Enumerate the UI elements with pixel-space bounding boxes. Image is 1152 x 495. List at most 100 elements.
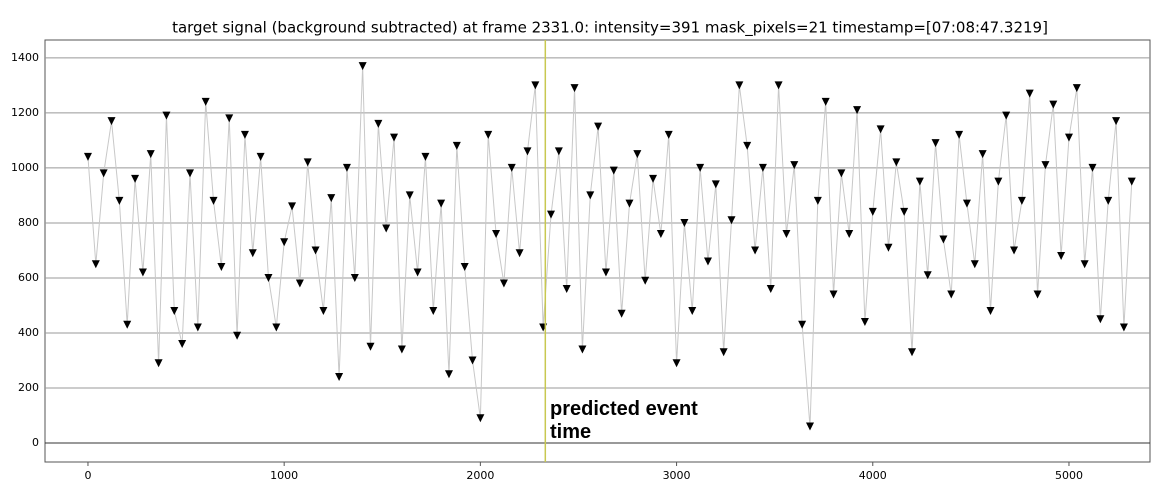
marker bbox=[601, 268, 610, 277]
marker bbox=[342, 163, 351, 172]
marker bbox=[1033, 290, 1042, 299]
marker bbox=[751, 246, 760, 255]
marker bbox=[947, 290, 956, 299]
marker bbox=[295, 279, 304, 288]
x-tick-label: 1000 bbox=[270, 469, 298, 482]
marker bbox=[774, 81, 783, 90]
marker bbox=[939, 235, 948, 244]
marker bbox=[625, 199, 634, 208]
marker bbox=[845, 229, 854, 238]
marker bbox=[476, 414, 485, 423]
marker bbox=[680, 218, 689, 227]
marker bbox=[185, 169, 194, 178]
marker bbox=[633, 150, 642, 159]
marker bbox=[1127, 177, 1136, 186]
marker bbox=[335, 372, 344, 381]
marker bbox=[131, 174, 140, 183]
marker bbox=[829, 290, 838, 299]
x-tick-label: 2000 bbox=[466, 469, 494, 482]
marker bbox=[955, 130, 964, 139]
marker bbox=[649, 174, 658, 183]
marker bbox=[99, 169, 108, 178]
signal-line bbox=[87, 66, 1133, 427]
marker bbox=[272, 323, 281, 332]
marker bbox=[923, 271, 932, 280]
marker bbox=[876, 125, 885, 134]
marker bbox=[484, 130, 493, 139]
marker bbox=[170, 306, 179, 315]
marker bbox=[1025, 89, 1034, 98]
y-tick-label: 800 bbox=[18, 216, 39, 229]
marker bbox=[162, 111, 171, 120]
plot-frame bbox=[44, 39, 1151, 463]
marker bbox=[256, 152, 265, 161]
x-tick-label: 5000 bbox=[1055, 469, 1083, 482]
marker bbox=[711, 180, 720, 189]
marker bbox=[735, 81, 744, 90]
marker bbox=[146, 150, 155, 159]
marker bbox=[656, 229, 665, 238]
marker bbox=[641, 276, 650, 285]
marker bbox=[217, 262, 226, 271]
chart-title: target signal (background subtracted) at… bbox=[172, 19, 1048, 38]
marker bbox=[578, 345, 587, 354]
y-tick-label: 600 bbox=[18, 271, 39, 284]
y-tick-label: 0 bbox=[32, 436, 39, 449]
marker bbox=[962, 199, 971, 208]
marker bbox=[452, 141, 461, 150]
marker bbox=[664, 130, 673, 139]
marker bbox=[311, 246, 320, 255]
marker bbox=[1119, 323, 1128, 332]
marker bbox=[444, 370, 453, 379]
marker bbox=[970, 260, 979, 269]
marker bbox=[915, 177, 924, 186]
marker bbox=[868, 207, 877, 216]
x-tick-label: 0 bbox=[84, 469, 91, 482]
marker bbox=[499, 279, 508, 288]
marker bbox=[798, 320, 807, 329]
marker bbox=[609, 166, 618, 175]
marker bbox=[405, 191, 414, 200]
y-tick-label: 1200 bbox=[11, 106, 39, 119]
y-tick-label: 400 bbox=[18, 326, 39, 339]
marker bbox=[350, 273, 359, 282]
marker bbox=[437, 199, 446, 208]
marker bbox=[209, 196, 218, 205]
marker bbox=[468, 356, 477, 365]
marker bbox=[743, 141, 752, 150]
marker bbox=[594, 122, 603, 131]
y-tick-label: 200 bbox=[18, 381, 39, 394]
marker bbox=[758, 163, 767, 172]
marker bbox=[1002, 111, 1011, 120]
marker bbox=[460, 262, 469, 271]
marker bbox=[703, 257, 712, 266]
marker bbox=[492, 229, 501, 238]
marker bbox=[766, 284, 775, 293]
marker bbox=[782, 229, 791, 238]
marker bbox=[327, 194, 336, 203]
marker bbox=[900, 207, 909, 216]
marker bbox=[994, 177, 1003, 186]
y-tick-label: 1000 bbox=[11, 161, 39, 174]
marker bbox=[178, 339, 187, 348]
marker bbox=[374, 119, 383, 128]
marker bbox=[562, 284, 571, 293]
marker bbox=[319, 306, 328, 315]
marker bbox=[240, 130, 249, 139]
marker bbox=[421, 152, 430, 161]
marker bbox=[931, 139, 940, 148]
marker bbox=[1096, 315, 1105, 324]
marker bbox=[429, 306, 438, 315]
marker bbox=[1049, 100, 1058, 109]
marker bbox=[908, 348, 917, 357]
marker bbox=[696, 163, 705, 172]
marker bbox=[531, 81, 540, 90]
marker bbox=[1010, 246, 1019, 255]
marker bbox=[586, 191, 595, 200]
marker bbox=[91, 260, 100, 269]
marker bbox=[507, 163, 516, 172]
marker bbox=[288, 202, 297, 211]
marker bbox=[672, 359, 681, 368]
marker bbox=[397, 345, 406, 354]
